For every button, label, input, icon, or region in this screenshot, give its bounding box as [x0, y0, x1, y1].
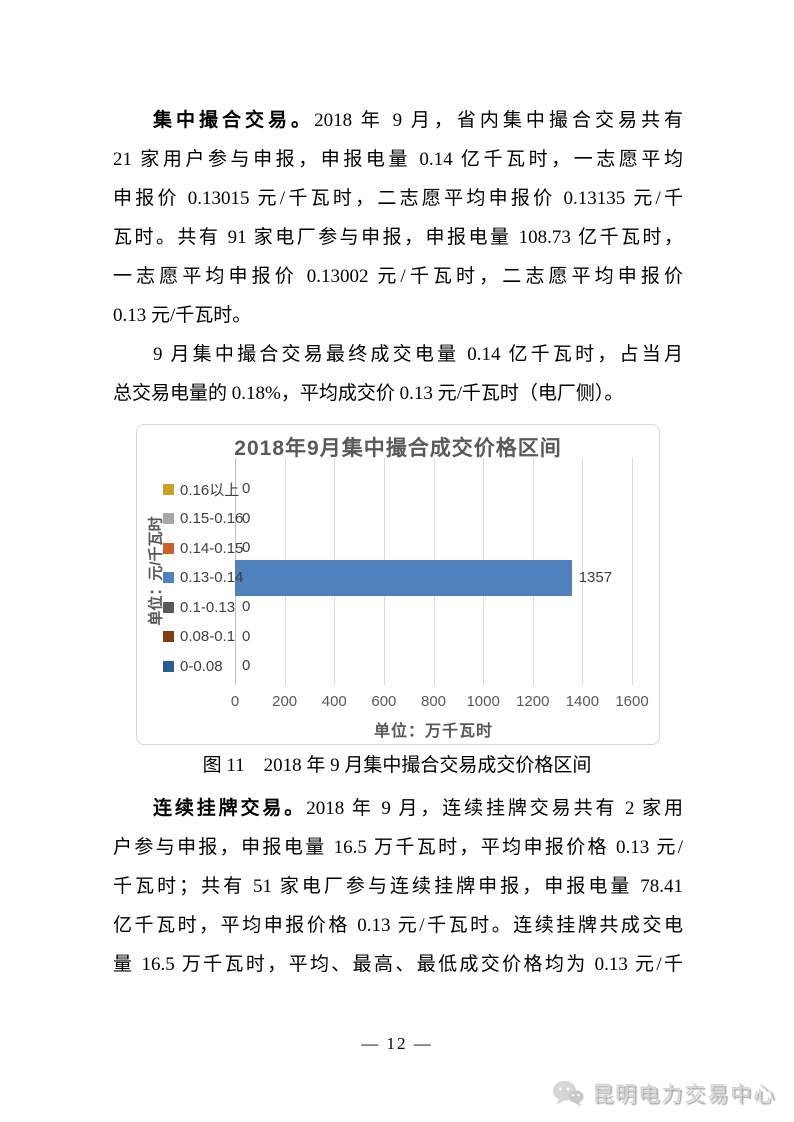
legend-label: 0.13-0.14 — [180, 569, 244, 586]
x-axis-ticks: 0 200 400 600 800 1000 1200 1400 1600 — [231, 693, 649, 711]
legend-item: 0.16以上 — [163, 481, 240, 499]
data-label: 0 — [242, 657, 251, 674]
x-tick-label: 400 — [321, 693, 347, 710]
legend-marker-icon — [163, 572, 174, 583]
paragraph-line: 申报价 0.13015 元/千瓦时，二志愿平均申报价 0.13135 元/千 — [113, 179, 683, 218]
legend-marker-icon — [163, 601, 174, 613]
paragraph-line: 21 家用户参与申报，申报电量 0.14 亿千瓦时，一志愿平均 — [113, 140, 683, 179]
plot-area: 0 0 0 1357 0 0 0 — [235, 458, 633, 685]
legend-item: 0.08-0.1 — [163, 628, 236, 645]
x-tick-label: 1600 — [615, 693, 649, 710]
gridline — [632, 458, 633, 685]
paragraph-lead-bold: 连续挂牌交易。 — [153, 798, 307, 819]
legend-item: 0.13-0.14 — [163, 569, 244, 586]
paragraph-line: 0.13 元/千瓦时。 — [113, 296, 683, 335]
legend-label: 0.14-0.15 — [180, 539, 244, 557]
paragraph-line: 总交易电量的 0.18%，平均成交价 0.13 元/千瓦时（电厂侧）。 — [113, 374, 683, 413]
footer-brand-text: 昆明电力交易中心 — [592, 1083, 776, 1106]
legend-label: 0.1-0.13 — [180, 598, 236, 616]
x-tick-label: 1200 — [516, 693, 550, 710]
legend-marker-icon — [163, 542, 174, 554]
data-label: 0 — [242, 539, 251, 556]
chart-title: 2018年9月集中撮合成交价格区间 — [234, 437, 562, 460]
data-label: 0 — [242, 627, 251, 645]
data-label: 0 — [242, 509, 251, 527]
data-label: 1357 — [578, 568, 613, 586]
legend-item: 0-0.08 — [163, 657, 223, 675]
y-axis-title: 单位：元/千瓦时 — [147, 516, 165, 626]
x-tick-label: 1400 — [565, 693, 600, 710]
legend-marker-icon — [163, 660, 174, 672]
legend-item: 0.1-0.13 — [163, 598, 236, 616]
x-tick-label: 800 — [420, 693, 447, 710]
legend-marker-icon — [163, 513, 174, 524]
paragraph-lead-bold: 集中撮合交易。 — [153, 110, 315, 131]
legend-item: 0.14-0.15 — [163, 539, 244, 557]
paragraph-text: 户参与申报，申报电量 16.5 万千瓦时，平均申报价格 0.13 元/ — [113, 837, 683, 858]
paragraph-text: 申报价 0.13015 元/千瓦时，二志愿平均申报价 0.13135 元/千 — [113, 188, 683, 209]
legend-item: 0.15-0.16 — [163, 510, 244, 527]
legend-label: 0.16以上 — [180, 481, 240, 499]
data-label: 0 — [242, 480, 251, 497]
x-axis-title: 单位：万千瓦时 — [373, 723, 493, 740]
paragraph-line: 千瓦时；共有 51 家电厂参与连续挂牌申报，申报电量 78.41 — [113, 867, 683, 906]
x-tick-label: 200 — [272, 693, 298, 710]
footer-brand: 昆明电力交易中心 — [552, 1078, 776, 1108]
gridline — [582, 458, 584, 685]
paragraph-text: 瓦时。共有 91 家电厂参与申报，申报电量 108.73 亿千瓦时， — [113, 227, 683, 248]
figure-caption: 图 11 2018 年 9 月集中撮合交易成交价格区间 — [202, 755, 592, 776]
legend-marker-icon — [163, 483, 174, 495]
x-tick-label: 1000 — [466, 693, 500, 710]
paragraph-text: 2018 年 9 月，连续挂牌交易共有 2 家用 — [306, 798, 683, 819]
legend-marker-icon — [163, 631, 174, 642]
paragraph-text: 0.13 元/千瓦时。 — [113, 305, 252, 326]
paragraph-line: 一志愿平均申报价 0.13002 元/千瓦时，二志愿平均申报价 — [113, 257, 683, 296]
paragraph-line: 集中撮合交易。2018 年 9 月，省内集中撮合交易共有 — [113, 101, 683, 140]
wechat-icon — [552, 1080, 584, 1107]
legend-label: 0-0.08 — [180, 657, 223, 675]
paragraph-line: 连续挂牌交易。2018 年 9 月，连续挂牌交易共有 2 家用 — [113, 789, 683, 828]
paragraph-text: 总交易电量的 0.18%，平均成交价 0.13 元/千瓦时（电厂侧）。 — [113, 383, 624, 404]
paragraph-text: 一志愿平均申报价 0.13002 元/千瓦时，二志愿平均申报价 — [113, 266, 683, 287]
bar-0.13-0.14 — [235, 559, 572, 596]
legend-label: 0.08-0.1 — [180, 628, 236, 645]
paragraph-text: 千瓦时；共有 51 家电厂参与连续挂牌申报，申报电量 78.41 — [113, 876, 683, 897]
body-paragraphs-bottom: 连续挂牌交易。2018 年 9 月，连续挂牌交易共有 2 家用户参与申报，申报电… — [113, 789, 683, 984]
x-tick-label: 600 — [371, 693, 397, 710]
paragraph-text: 亿千瓦时，平均申报价格 0.13 元/千瓦时。连续挂牌共成交电 — [113, 915, 683, 936]
data-label: 0 — [242, 598, 251, 615]
body-paragraphs-top: 集中撮合交易。2018 年 9 月，省内集中撮合交易共有 21 家用户参与申报，申… — [113, 101, 683, 413]
paragraph-line: 量 16.5 万千瓦时，平均、最高、最低成交价格均为 0.13 元/千 — [113, 945, 683, 984]
paragraph-line: 户参与申报，申报电量 16.5 万千瓦时，平均申报价格 0.13 元/ — [113, 828, 683, 867]
paragraph-line: 瓦时。共有 91 家电厂参与申报，申报电量 108.73 亿千瓦时， — [113, 218, 683, 257]
x-tick-label: 0 — [230, 693, 240, 710]
price-range-chart: 2018年9月集中撮合成交价格区间 单位：元/千瓦时 0 0 0 1357 0 0 0 0.… — [136, 424, 660, 745]
legend-label: 0.15-0.16 — [180, 510, 244, 527]
page-number: — 12 — — [361, 1034, 433, 1053]
paragraph-text: 2018 年 9 月，省内集中撮合交易共有 — [314, 110, 683, 131]
paragraph-text: 量 16.5 万千瓦时，平均、最高、最低成交价格均为 0.13 元/千 — [113, 954, 683, 975]
paragraph-text: 21 家用户参与申报，申报电量 0.14 亿千瓦时，一志愿平均 — [113, 149, 683, 170]
paragraph-text: 9 月集中撮合交易最终成交电量 0.14 亿千瓦时，占当月 — [153, 344, 683, 365]
paragraph-line: 亿千瓦时，平均申报价格 0.13 元/千瓦时。连续挂牌共成交电 — [113, 906, 683, 945]
paragraph-line: 9 月集中撮合交易最终成交电量 0.14 亿千瓦时，占当月 — [113, 335, 683, 374]
